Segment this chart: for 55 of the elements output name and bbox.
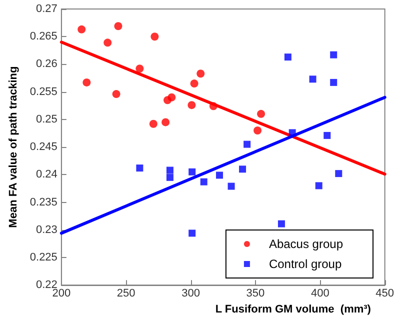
point [82,78,91,86]
point [216,172,224,179]
y-tick-label: 0.23 [36,224,58,236]
point [168,93,176,102]
point [278,220,285,228]
x-tick-label: 350 [246,288,265,300]
point [150,32,159,41]
point [228,182,235,190]
y-tick-label: 0.26 [36,58,58,70]
point [136,64,144,73]
point [190,80,198,88]
y-axis-title: Mean FA value of path tracking [8,66,20,228]
legend-label: Control group [268,257,342,271]
point [209,102,218,110]
point [196,70,205,78]
y-tick-label: 0.255 [30,86,58,98]
point [330,78,338,86]
point [324,132,331,139]
legend-label: Abacus group [268,237,344,251]
point [284,54,292,61]
point [188,101,196,110]
y-tick-label: 0.265 [30,30,58,43]
point [112,90,120,98]
point [244,140,251,148]
x-tick-label: 300 [182,288,200,300]
point [114,22,122,30]
x-axis-title: L Fusiform GM volume (mm³) [215,304,372,316]
point [309,76,316,83]
point [335,170,342,178]
y-tick-label: 0.24 [36,168,58,181]
point [330,51,338,58]
point [188,168,196,176]
point [288,129,296,136]
point [257,110,266,118]
y-tick-label: 0.27 [36,3,58,15]
y-tick-label: 0.25 [36,113,58,126]
x-tick-label: 250 [116,288,136,300]
point [162,118,170,126]
point [315,182,322,190]
point [136,164,144,172]
point [188,230,196,237]
point [149,120,158,128]
y-tick-label: 0.235 [30,196,58,208]
y-tick-label: 0.245 [30,141,58,154]
x-tick-label: 400 [310,288,330,300]
point [166,174,174,181]
point [200,178,208,186]
x-tick-label: 200 [52,288,71,300]
point [104,38,112,47]
x-tick-label: 450 [376,288,394,300]
point [78,25,86,34]
y-tick-label: 0.225 [30,251,58,264]
point [254,126,262,134]
point [166,166,174,174]
point [239,166,246,173]
